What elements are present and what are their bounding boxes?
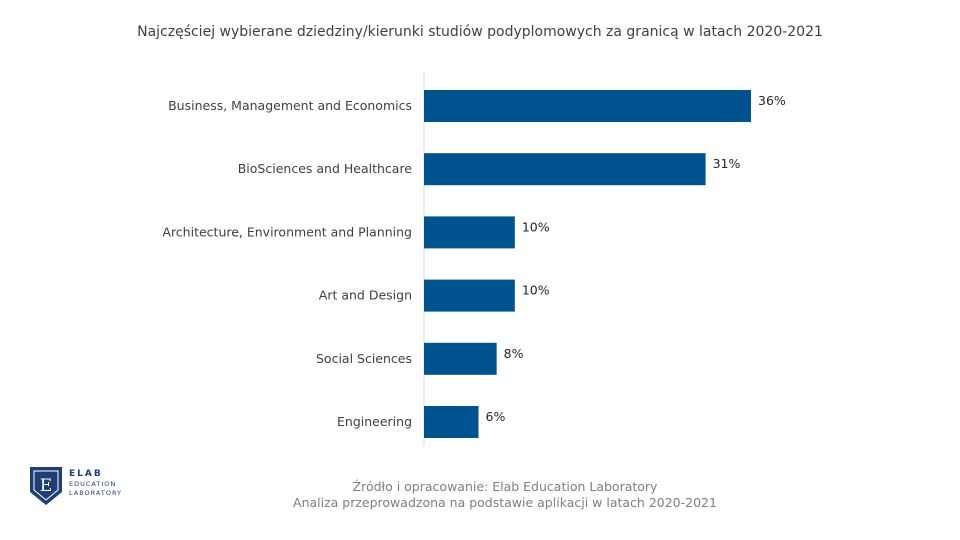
- elab-shield-icon: E: [30, 467, 62, 505]
- source-note: Źródło i opracowanie: Elab Education Lab…: [250, 479, 760, 511]
- value-label-3: 10%: [522, 283, 550, 298]
- bar-4: [424, 342, 497, 375]
- bar-1: [424, 153, 706, 186]
- bars-group: Business, Management and Economics 36% Bio…: [162, 90, 786, 438]
- value-label-1: 31%: [713, 156, 741, 171]
- bar-5: [424, 406, 479, 438]
- bar-0: [424, 90, 751, 122]
- category-label-1: BioSciences and Healthcare: [238, 161, 413, 176]
- category-label-0: Business, Management and Economics: [168, 98, 412, 113]
- category-label-3: Art and Design: [319, 288, 412, 303]
- value-label-2: 10%: [522, 219, 550, 234]
- svg-text:E: E: [40, 476, 52, 496]
- category-label-4: Social Sciences: [316, 351, 412, 366]
- value-label-4: 8%: [504, 346, 524, 361]
- elab-logo: E ELAB EDUCATION LABORATORY: [29, 466, 139, 506]
- source-line-1: Źródło i opracowanie: Elab Education Lab…: [352, 479, 658, 494]
- source-line-2: Analiza przeprowadzona na podstawie apli…: [293, 495, 717, 510]
- logo-name: ELAB: [69, 469, 103, 479]
- category-label-5: Engineering: [337, 414, 412, 429]
- bar-3: [424, 279, 515, 312]
- logo-subtitle-1: EDUCATION: [69, 480, 117, 488]
- logo-subtitle-2: LABORATORY: [69, 489, 123, 497]
- logo-wordmark: ELAB EDUCATION LABORATORY: [69, 468, 122, 498]
- chart-title: Najczęściej wybierane dziedziny/kierunki…: [137, 24, 823, 40]
- bar-chart: Business, Management and Economics 36% Bio…: [162, 72, 786, 446]
- bar-2: [424, 216, 515, 249]
- value-label-5: 6%: [486, 409, 506, 424]
- value-label-0: 36%: [758, 93, 786, 108]
- category-label-2: Architecture, Environment and Planning: [162, 224, 412, 239]
